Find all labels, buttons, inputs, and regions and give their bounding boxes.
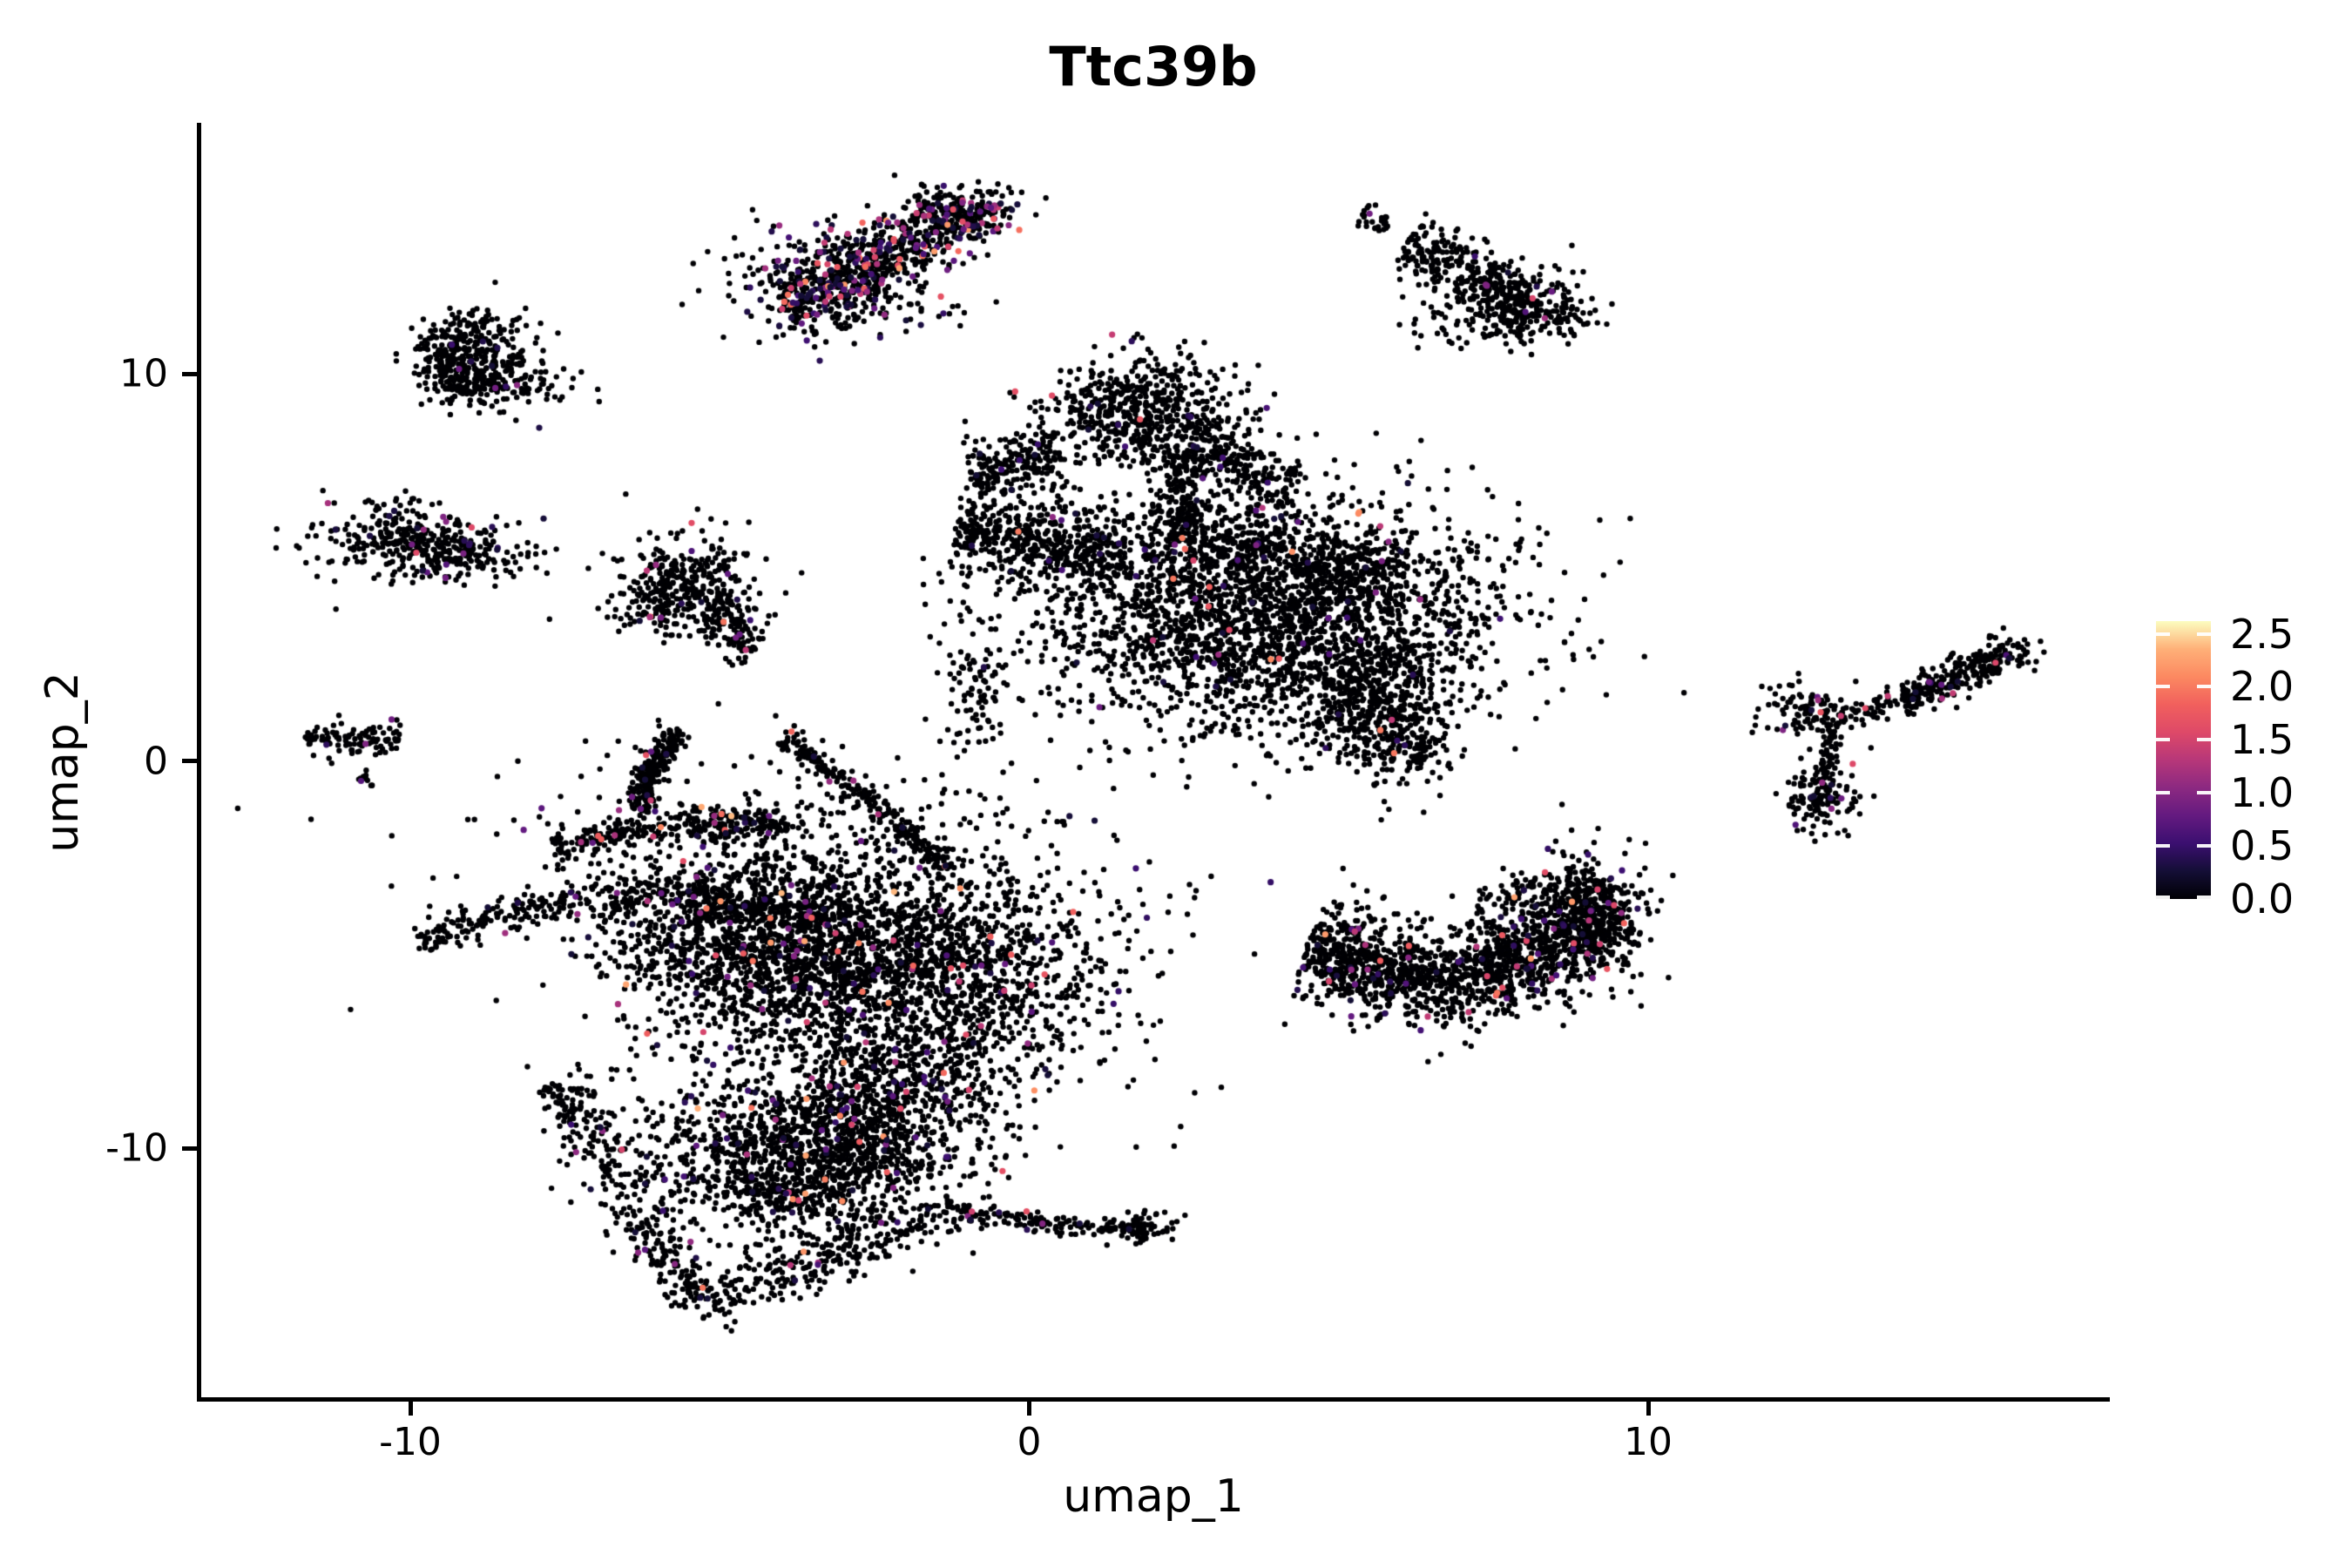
colorbar-tick-mark — [2197, 738, 2211, 742]
colorbar — [2156, 621, 2211, 899]
plot-title: Ttc39b — [1049, 35, 1258, 98]
colorbar-tick-label: 0.5 — [2230, 822, 2295, 870]
colorbar-tick-mark — [2197, 632, 2211, 636]
colorbar-tick-label: 1.0 — [2230, 769, 2295, 817]
x-tick-mark — [1027, 1402, 1031, 1416]
y-tick-mark — [182, 371, 198, 376]
y-tick-label: 10 — [119, 351, 168, 396]
colorbar-tick-mark — [2156, 685, 2170, 689]
colorbar-tick-mark — [2156, 896, 2170, 899]
colorbar-tick-mark — [2156, 632, 2170, 636]
x-tick-label: 0 — [1017, 1420, 1042, 1464]
colorbar-gradient — [2156, 621, 2211, 899]
x-tick-mark — [408, 1402, 413, 1416]
colorbar-tick-label: 0.0 — [2230, 875, 2295, 923]
colorbar-tick-mark — [2197, 791, 2211, 795]
colorbar-tick-mark — [2197, 844, 2211, 848]
x-tick-mark — [1646, 1402, 1651, 1416]
x-tick-label: 10 — [1624, 1420, 1673, 1464]
y-tick-mark — [182, 759, 198, 763]
colorbar-tick-mark — [2156, 791, 2170, 795]
x-axis-line — [197, 1397, 2110, 1402]
y-tick-mark — [182, 1146, 198, 1151]
y-axis-label: umap_2 — [37, 672, 89, 853]
y-axis-line — [197, 123, 201, 1402]
colorbar-tick-mark — [2156, 844, 2170, 848]
x-axis-label: umap_1 — [1063, 1470, 1244, 1523]
y-tick-label: 0 — [144, 739, 168, 783]
colorbar-tick-mark — [2197, 896, 2211, 899]
x-tick-label: -10 — [379, 1420, 442, 1464]
colorbar-tick-label: 2.5 — [2230, 610, 2295, 658]
colorbar-tick-mark — [2156, 738, 2170, 742]
y-tick-label: -10 — [105, 1125, 168, 1171]
colorbar-tick-label: 1.5 — [2230, 716, 2295, 764]
colorbar-tick-mark — [2197, 685, 2211, 689]
colorbar-tick-label: 2.0 — [2230, 663, 2295, 711]
